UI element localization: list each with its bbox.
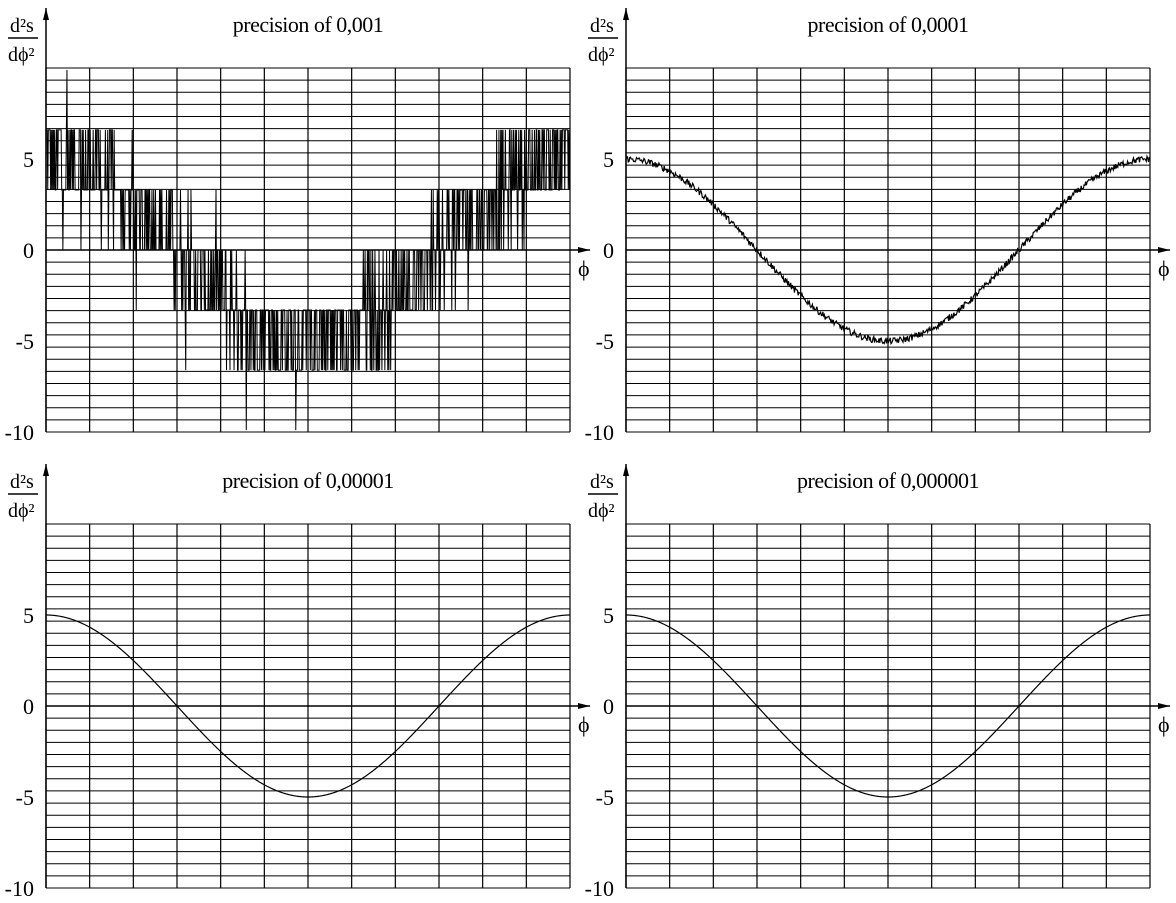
y-axis-label-denominator: dϕ² xyxy=(8,500,35,522)
chart-title: precision of 0,000001 xyxy=(797,468,979,493)
y-axis-label-numerator: d²s xyxy=(10,15,34,37)
series-line xyxy=(626,614,1150,798)
series-line xyxy=(625,154,1151,346)
y-axis-label-numerator: d²s xyxy=(10,471,34,493)
x-axis-arrow xyxy=(578,703,590,709)
chart-panel-1: ϕ d²s dϕ² precision of 0,001 5 0 -5 -10 xyxy=(5,8,590,445)
chart-title: precision of 0,00001 xyxy=(222,468,393,493)
y-axis-label-denominator: dϕ² xyxy=(8,44,35,66)
chart-panel-3: ϕ d²s dϕ² precision of 0,00001 5 0 -5 -10 xyxy=(5,464,590,901)
y-axis-label-denominator: dϕ² xyxy=(588,500,615,522)
chart-panel-2: ϕ d²s dϕ² precision of 0,0001 5 0 -5 -10 xyxy=(585,8,1170,445)
series-line xyxy=(46,614,570,798)
y-tick-label: 0 xyxy=(603,238,614,263)
y-tick-label: 5 xyxy=(23,603,34,628)
x-axis-label: ϕ xyxy=(578,256,590,281)
y-tick-label: -5 xyxy=(596,785,614,810)
y-axis-arrow xyxy=(43,464,49,476)
grid xyxy=(45,523,571,889)
y-axis-arrow xyxy=(623,8,629,20)
x-axis-label: ϕ xyxy=(1158,256,1170,281)
y-tick-label: -10 xyxy=(5,420,34,445)
y-tick-label: 5 xyxy=(603,147,614,172)
y-tick-label: -10 xyxy=(585,876,614,901)
y-axis-arrow xyxy=(43,8,49,20)
x-axis-label: ϕ xyxy=(1158,712,1170,737)
y-tick-label: -5 xyxy=(596,329,614,354)
series-line xyxy=(46,69,571,431)
y-tick-label: 0 xyxy=(23,694,34,719)
chart-title: precision of 0,001 xyxy=(233,12,383,37)
y-tick-label: 5 xyxy=(23,147,34,172)
y-tick-label: -10 xyxy=(5,876,34,901)
y-tick-label: -10 xyxy=(585,420,614,445)
x-axis-arrow xyxy=(578,247,590,253)
y-axis-label-numerator: d²s xyxy=(590,471,614,493)
y-tick-label: -5 xyxy=(16,785,34,810)
chart-panel-4: ϕ d²s dϕ² precision of 0,000001 5 0 -5 -10 xyxy=(585,464,1170,901)
x-axis-arrow xyxy=(1158,247,1170,253)
x-axis-arrow xyxy=(1158,703,1170,709)
y-tick-label: 5 xyxy=(603,603,614,628)
y-axis-label-numerator: d²s xyxy=(590,15,614,37)
y-axis-label-denominator: dϕ² xyxy=(588,44,615,66)
y-axis-arrow xyxy=(623,464,629,476)
y-tick-label: -5 xyxy=(16,329,34,354)
y-tick-label: 0 xyxy=(603,694,614,719)
chart-title: precision of 0,0001 xyxy=(808,12,969,37)
y-tick-label: 0 xyxy=(23,238,34,263)
x-axis-label: ϕ xyxy=(578,712,590,737)
